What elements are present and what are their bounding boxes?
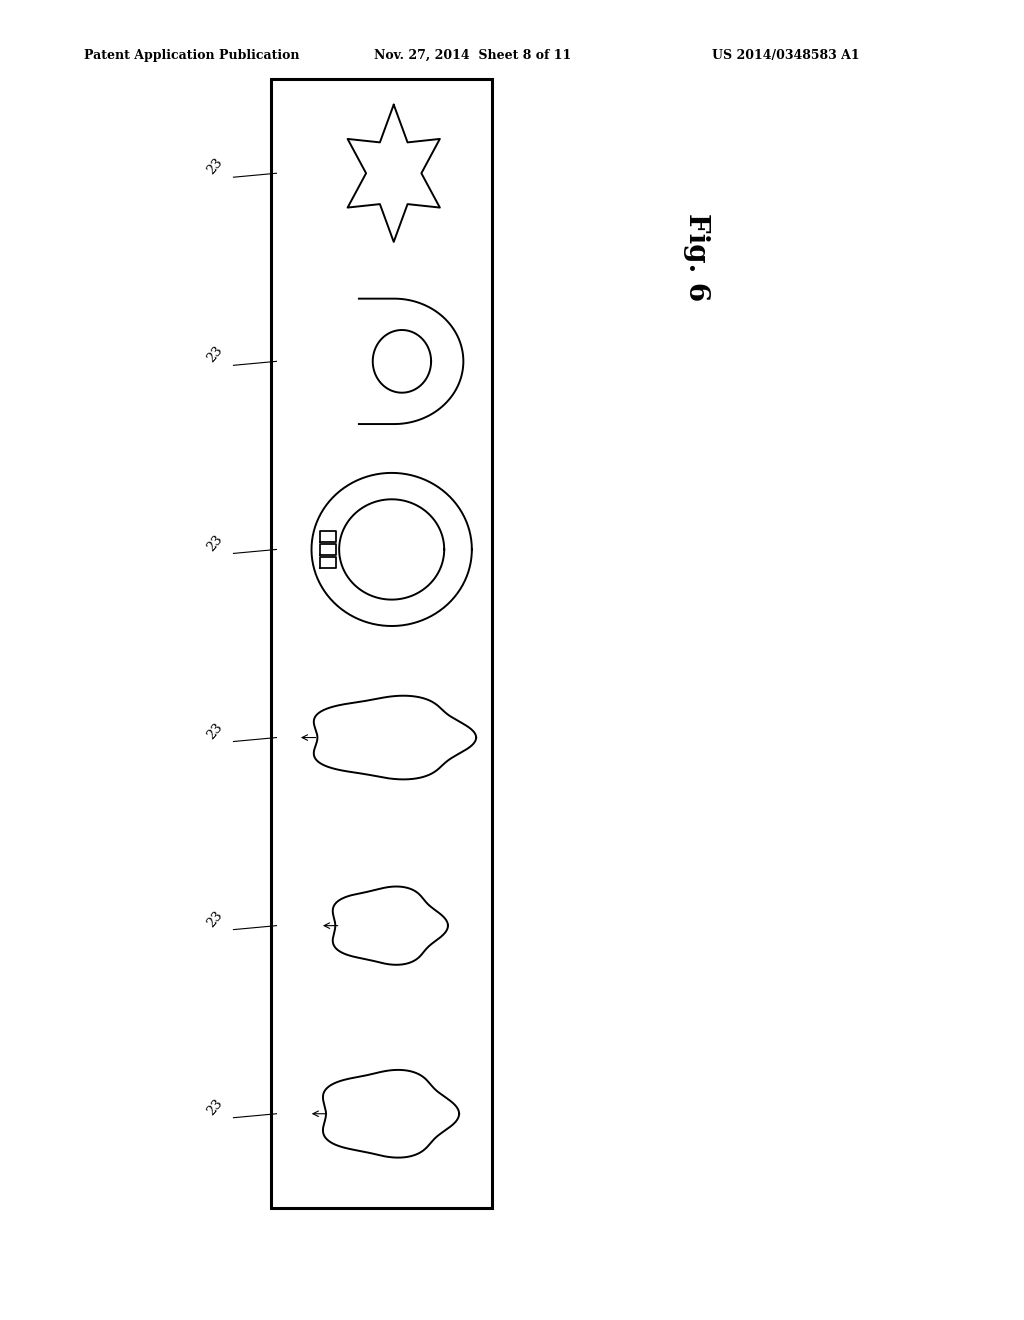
Text: 23: 23: [205, 532, 225, 553]
Text: Fig. 6: Fig. 6: [683, 214, 710, 301]
Text: 23: 23: [205, 908, 225, 929]
Text: 23: 23: [205, 156, 225, 177]
Text: 23: 23: [205, 345, 225, 366]
Text: 23: 23: [205, 721, 225, 742]
Text: 23: 23: [205, 1097, 225, 1118]
Text: Nov. 27, 2014  Sheet 8 of 11: Nov. 27, 2014 Sheet 8 of 11: [374, 49, 571, 62]
Text: US 2014/0348583 A1: US 2014/0348583 A1: [712, 49, 859, 62]
Text: Patent Application Publication: Patent Application Publication: [84, 49, 299, 62]
Bar: [271, 79, 492, 1208]
